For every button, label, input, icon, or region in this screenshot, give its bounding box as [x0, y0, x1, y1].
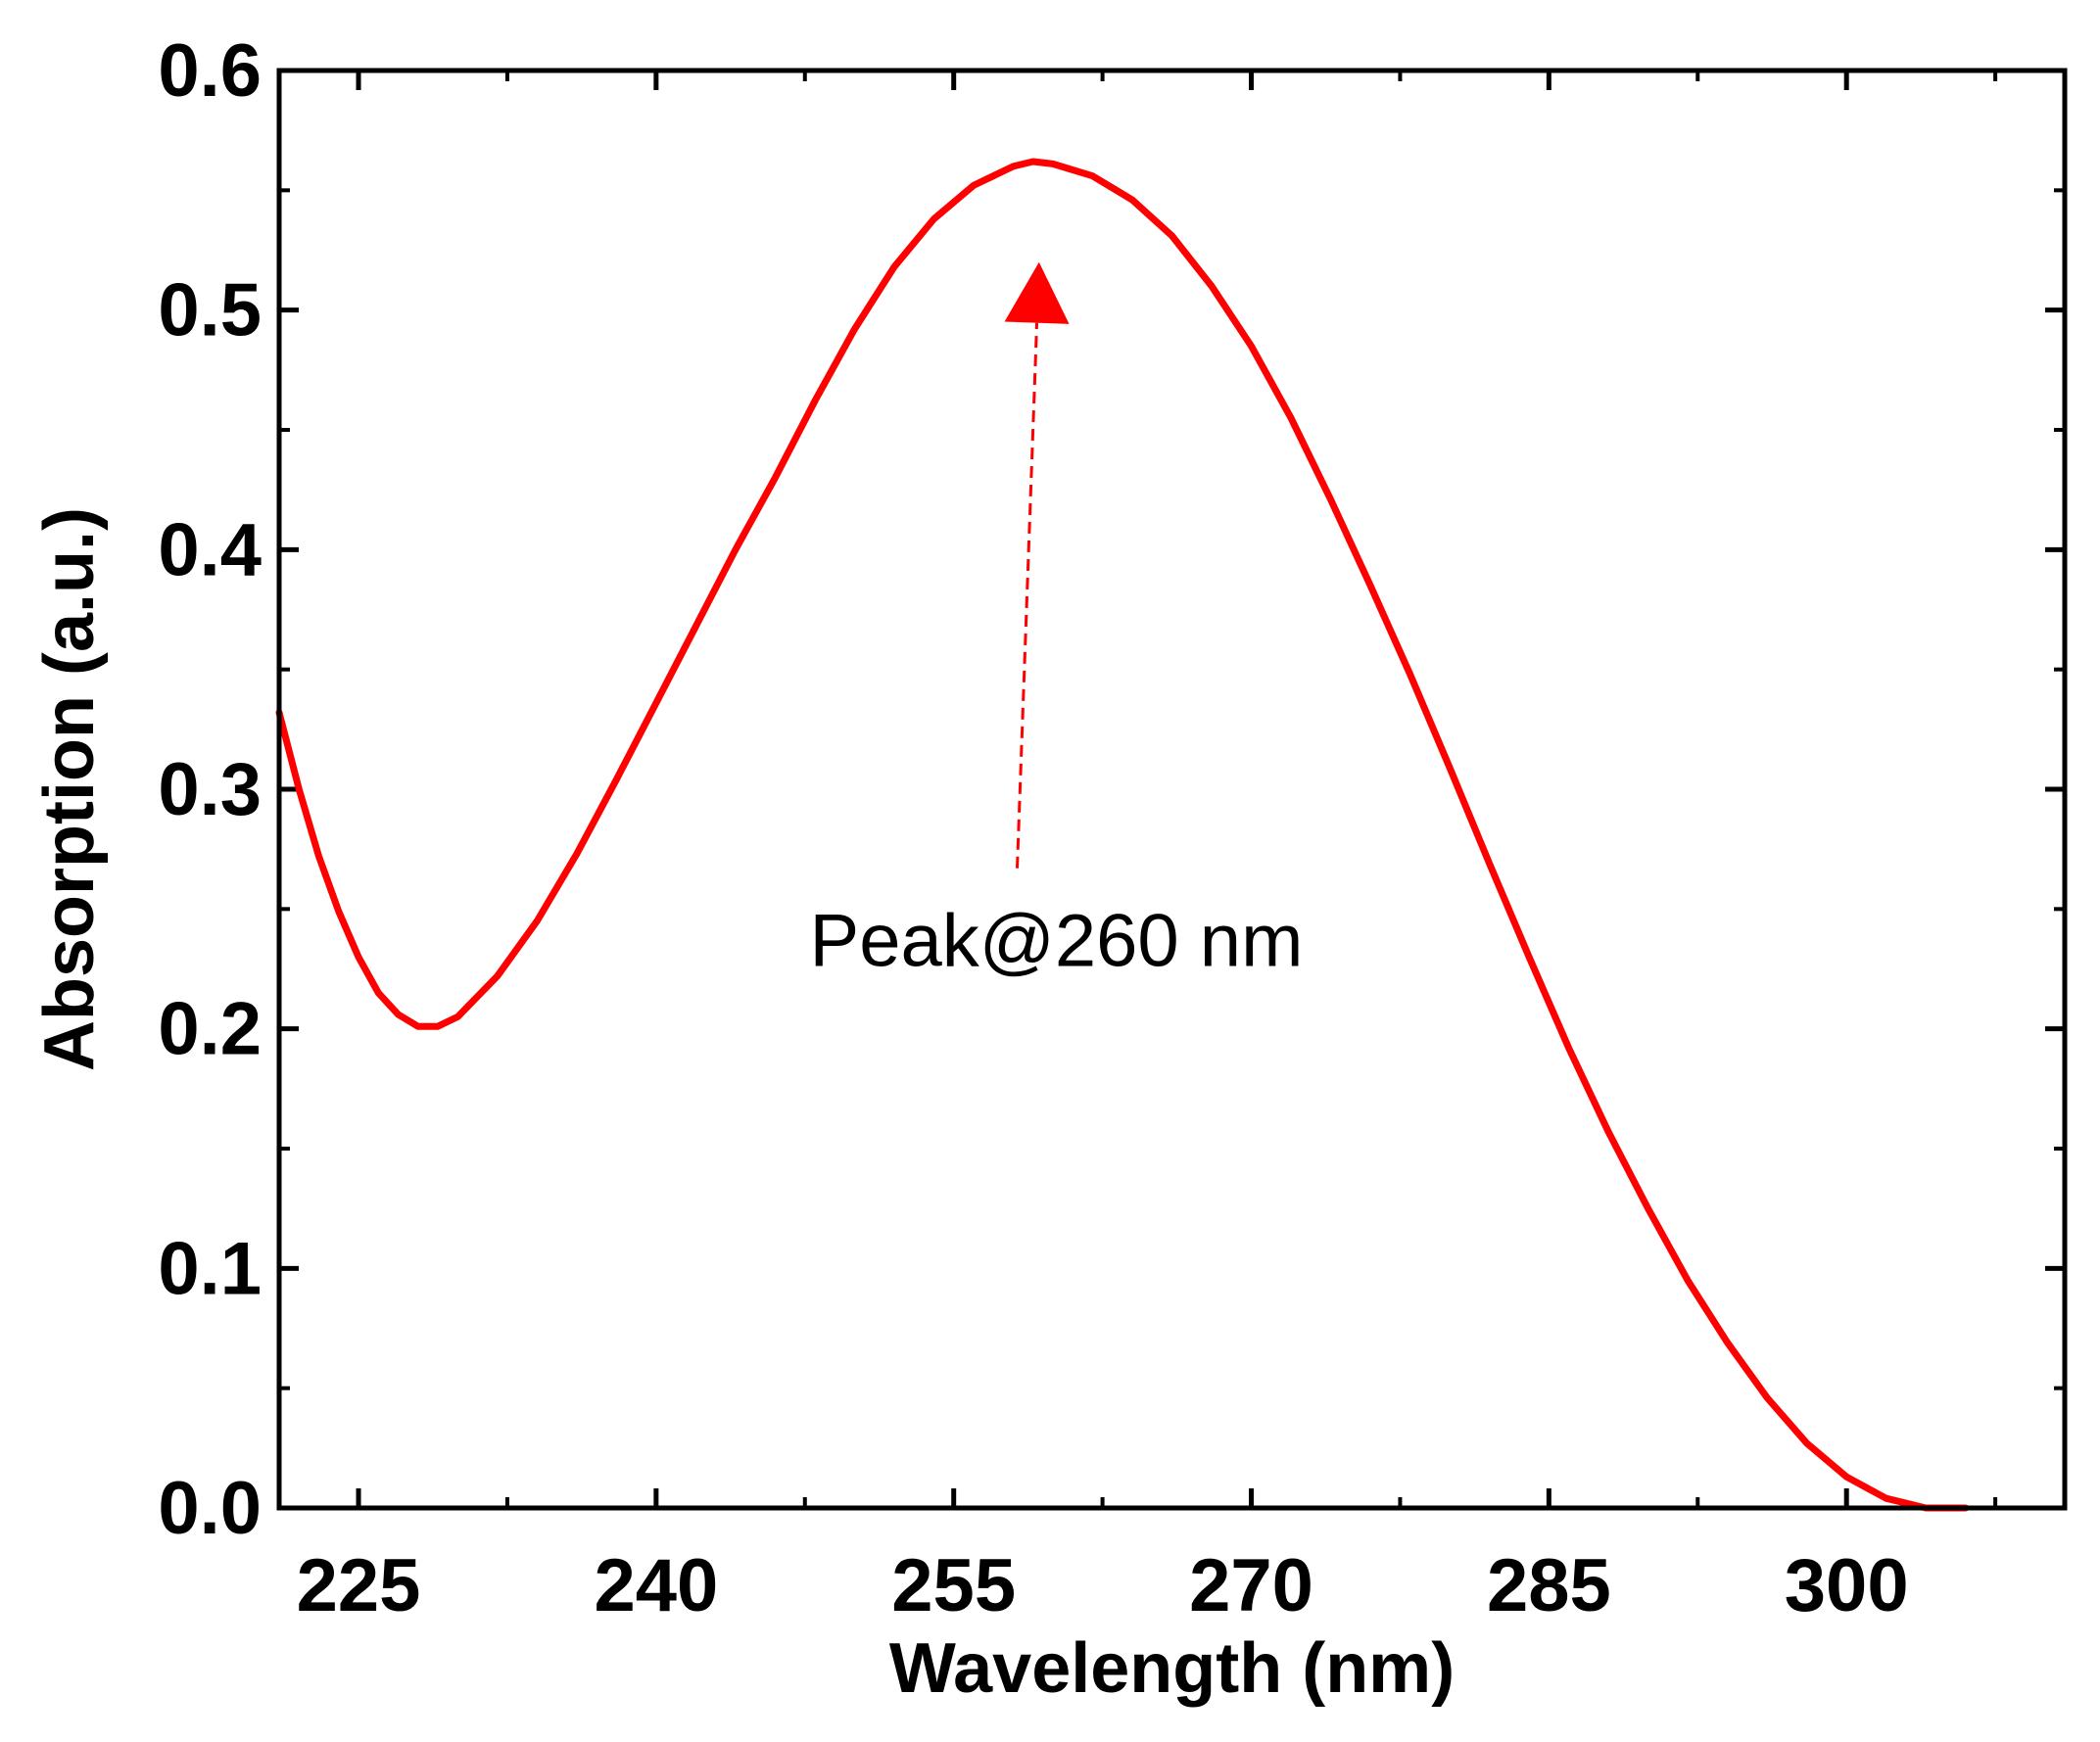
y-tick-label: 0.0: [158, 1467, 262, 1550]
y-tick-labels: 0.0 0.1 0.2 0.3 0.4 0.5 0.6: [158, 29, 262, 1550]
x-tick-label: 300: [1785, 1544, 1909, 1627]
annotation-label: Peak@260 nm: [810, 900, 1304, 983]
plot-frame: [276, 68, 2068, 1511]
y-tick-label: 0.1: [158, 1227, 262, 1310]
x-tick-label: 285: [1487, 1544, 1611, 1627]
x-tick-labels: 225 240 255 270 285 300: [297, 1544, 1909, 1627]
x-tick-label: 225: [297, 1544, 421, 1627]
x-axis-title: Wavelength (nm): [889, 1629, 1455, 1708]
y-tick-label: 0.3: [158, 748, 262, 831]
y-tick-label: 0.5: [158, 269, 262, 353]
y-tick-label: 0.4: [158, 508, 262, 591]
series-line: [275, 158, 1970, 1512]
x-tick-label: 255: [891, 1544, 1016, 1627]
y-axis-title: Absorption (a.u.): [30, 507, 109, 1071]
x-tick-label: 270: [1189, 1544, 1313, 1627]
annotation-arrow-head: [1004, 261, 1070, 324]
y-tick-label: 0.6: [158, 29, 262, 113]
annotation-arrow-line: [1016, 322, 1039, 869]
x-tick-label: 240: [594, 1544, 718, 1627]
y-tick-label: 0.2: [158, 988, 262, 1071]
tick-marks: [279, 68, 2065, 1511]
